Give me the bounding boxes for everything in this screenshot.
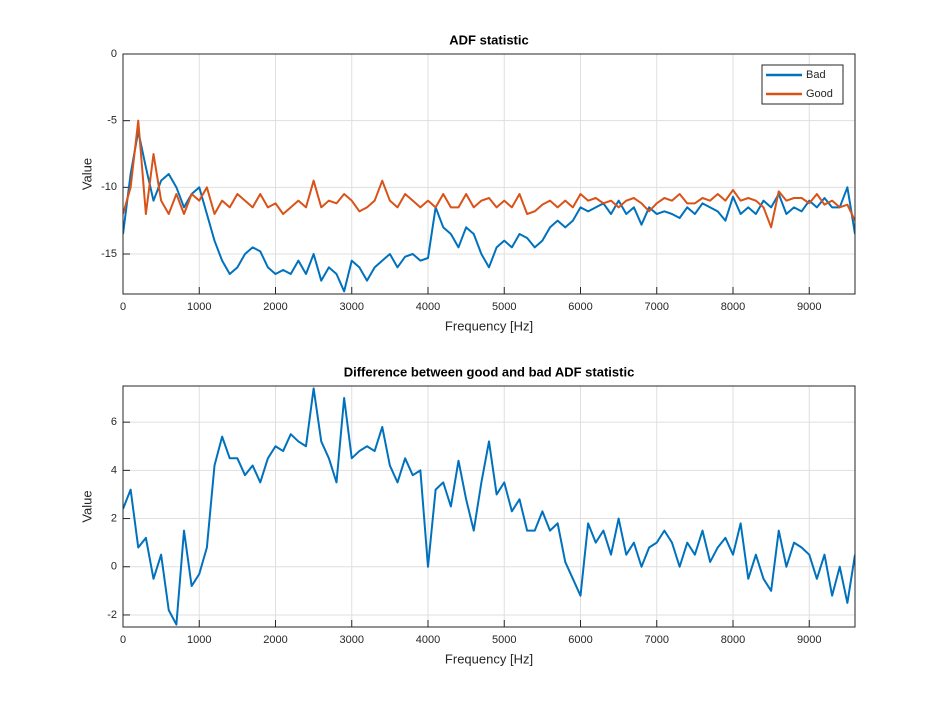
x-tick-label: 1000 (187, 301, 211, 313)
x-tick-label: 0 (120, 301, 126, 313)
x-tick-label: 9000 (797, 301, 821, 313)
y-tick-label: 0 (111, 561, 117, 573)
x-tick-label: 1000 (187, 634, 211, 646)
x-tick-label: 3000 (340, 634, 364, 646)
x-tick-label: 3000 (340, 301, 364, 313)
chart-title: ADF statistic (449, 32, 528, 47)
y-tick-label: -2 (107, 609, 117, 621)
y-tick-label: -10 (101, 181, 117, 193)
y-axis-label: Value (79, 490, 94, 522)
series-line (123, 387, 855, 626)
y-tick-label: 6 (111, 416, 117, 428)
axes-box (122, 385, 856, 628)
x-tick-label: 2000 (263, 301, 287, 313)
x-tick-label: 8000 (721, 634, 745, 646)
legend-label: Bad (806, 69, 826, 81)
legend-box (761, 64, 844, 105)
y-tick-label: -5 (107, 115, 117, 127)
x-tick-label: 4000 (416, 634, 440, 646)
y-tick-label: 0 (111, 48, 117, 60)
y-tick-label: 4 (111, 464, 117, 476)
chart-title: Difference between good and bad ADF stat… (344, 364, 635, 379)
x-tick-label: 5000 (492, 301, 516, 313)
x-tick-label: 0 (120, 634, 126, 646)
legend-label: Good (806, 88, 833, 100)
x-tick-label: 6000 (568, 301, 592, 313)
series-line (123, 130, 855, 293)
x-tick-label: 2000 (263, 634, 287, 646)
x-axis-label: Frequency [Hz] (445, 318, 533, 333)
x-tick-label: 9000 (797, 634, 821, 646)
y-tick-label: -15 (101, 248, 117, 260)
x-tick-label: 5000 (492, 634, 516, 646)
x-tick-label: 4000 (416, 301, 440, 313)
x-tick-label: 8000 (721, 301, 745, 313)
plot-area (123, 54, 855, 294)
series-line (123, 119, 855, 229)
y-tick-label: 2 (111, 512, 117, 524)
x-tick-label: 7000 (645, 634, 669, 646)
x-tick-label: 6000 (568, 634, 592, 646)
y-axis-label: Value (79, 158, 94, 190)
x-tick-label: 7000 (645, 301, 669, 313)
x-axis-label: Frequency [Hz] (445, 651, 533, 666)
axes-box (122, 53, 856, 295)
